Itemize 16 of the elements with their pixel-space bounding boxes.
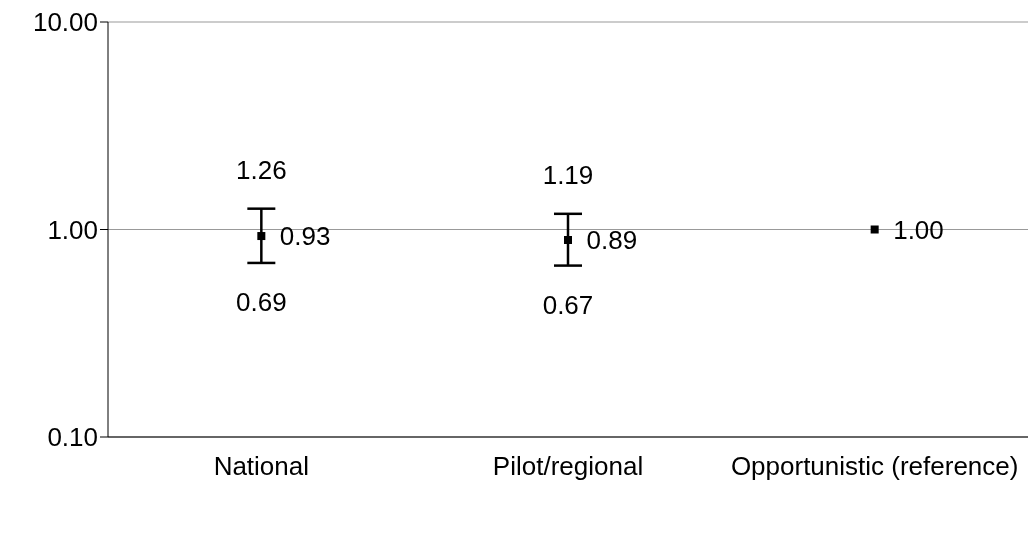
y-tick-label: 10.00 [32, 7, 98, 38]
annotation: 0.69 [236, 287, 287, 318]
y-tick-label: 1.00 [47, 214, 98, 245]
annotation: 1.19 [542, 159, 594, 190]
x-tick-label: Opportunistic (reference) [730, 451, 1019, 482]
data-label: 0.89 [586, 225, 638, 256]
data-label: 1.00 [893, 214, 944, 245]
x-tick-label: Pilot/regional [492, 451, 644, 482]
x-tick-label: National [213, 451, 310, 482]
point [564, 236, 572, 244]
point [257, 232, 266, 241]
data-label: 0.93 [279, 221, 331, 252]
annotation: 1.26 [236, 154, 287, 185]
annotation: 0.67 [542, 290, 594, 321]
y-tick-label: 0.10 [47, 422, 98, 453]
point [870, 225, 879, 234]
